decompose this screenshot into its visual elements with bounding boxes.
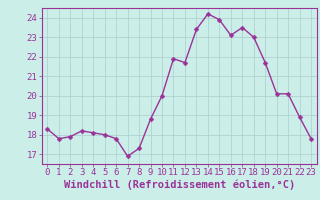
X-axis label: Windchill (Refroidissement éolien,°C): Windchill (Refroidissement éolien,°C): [64, 180, 295, 190]
